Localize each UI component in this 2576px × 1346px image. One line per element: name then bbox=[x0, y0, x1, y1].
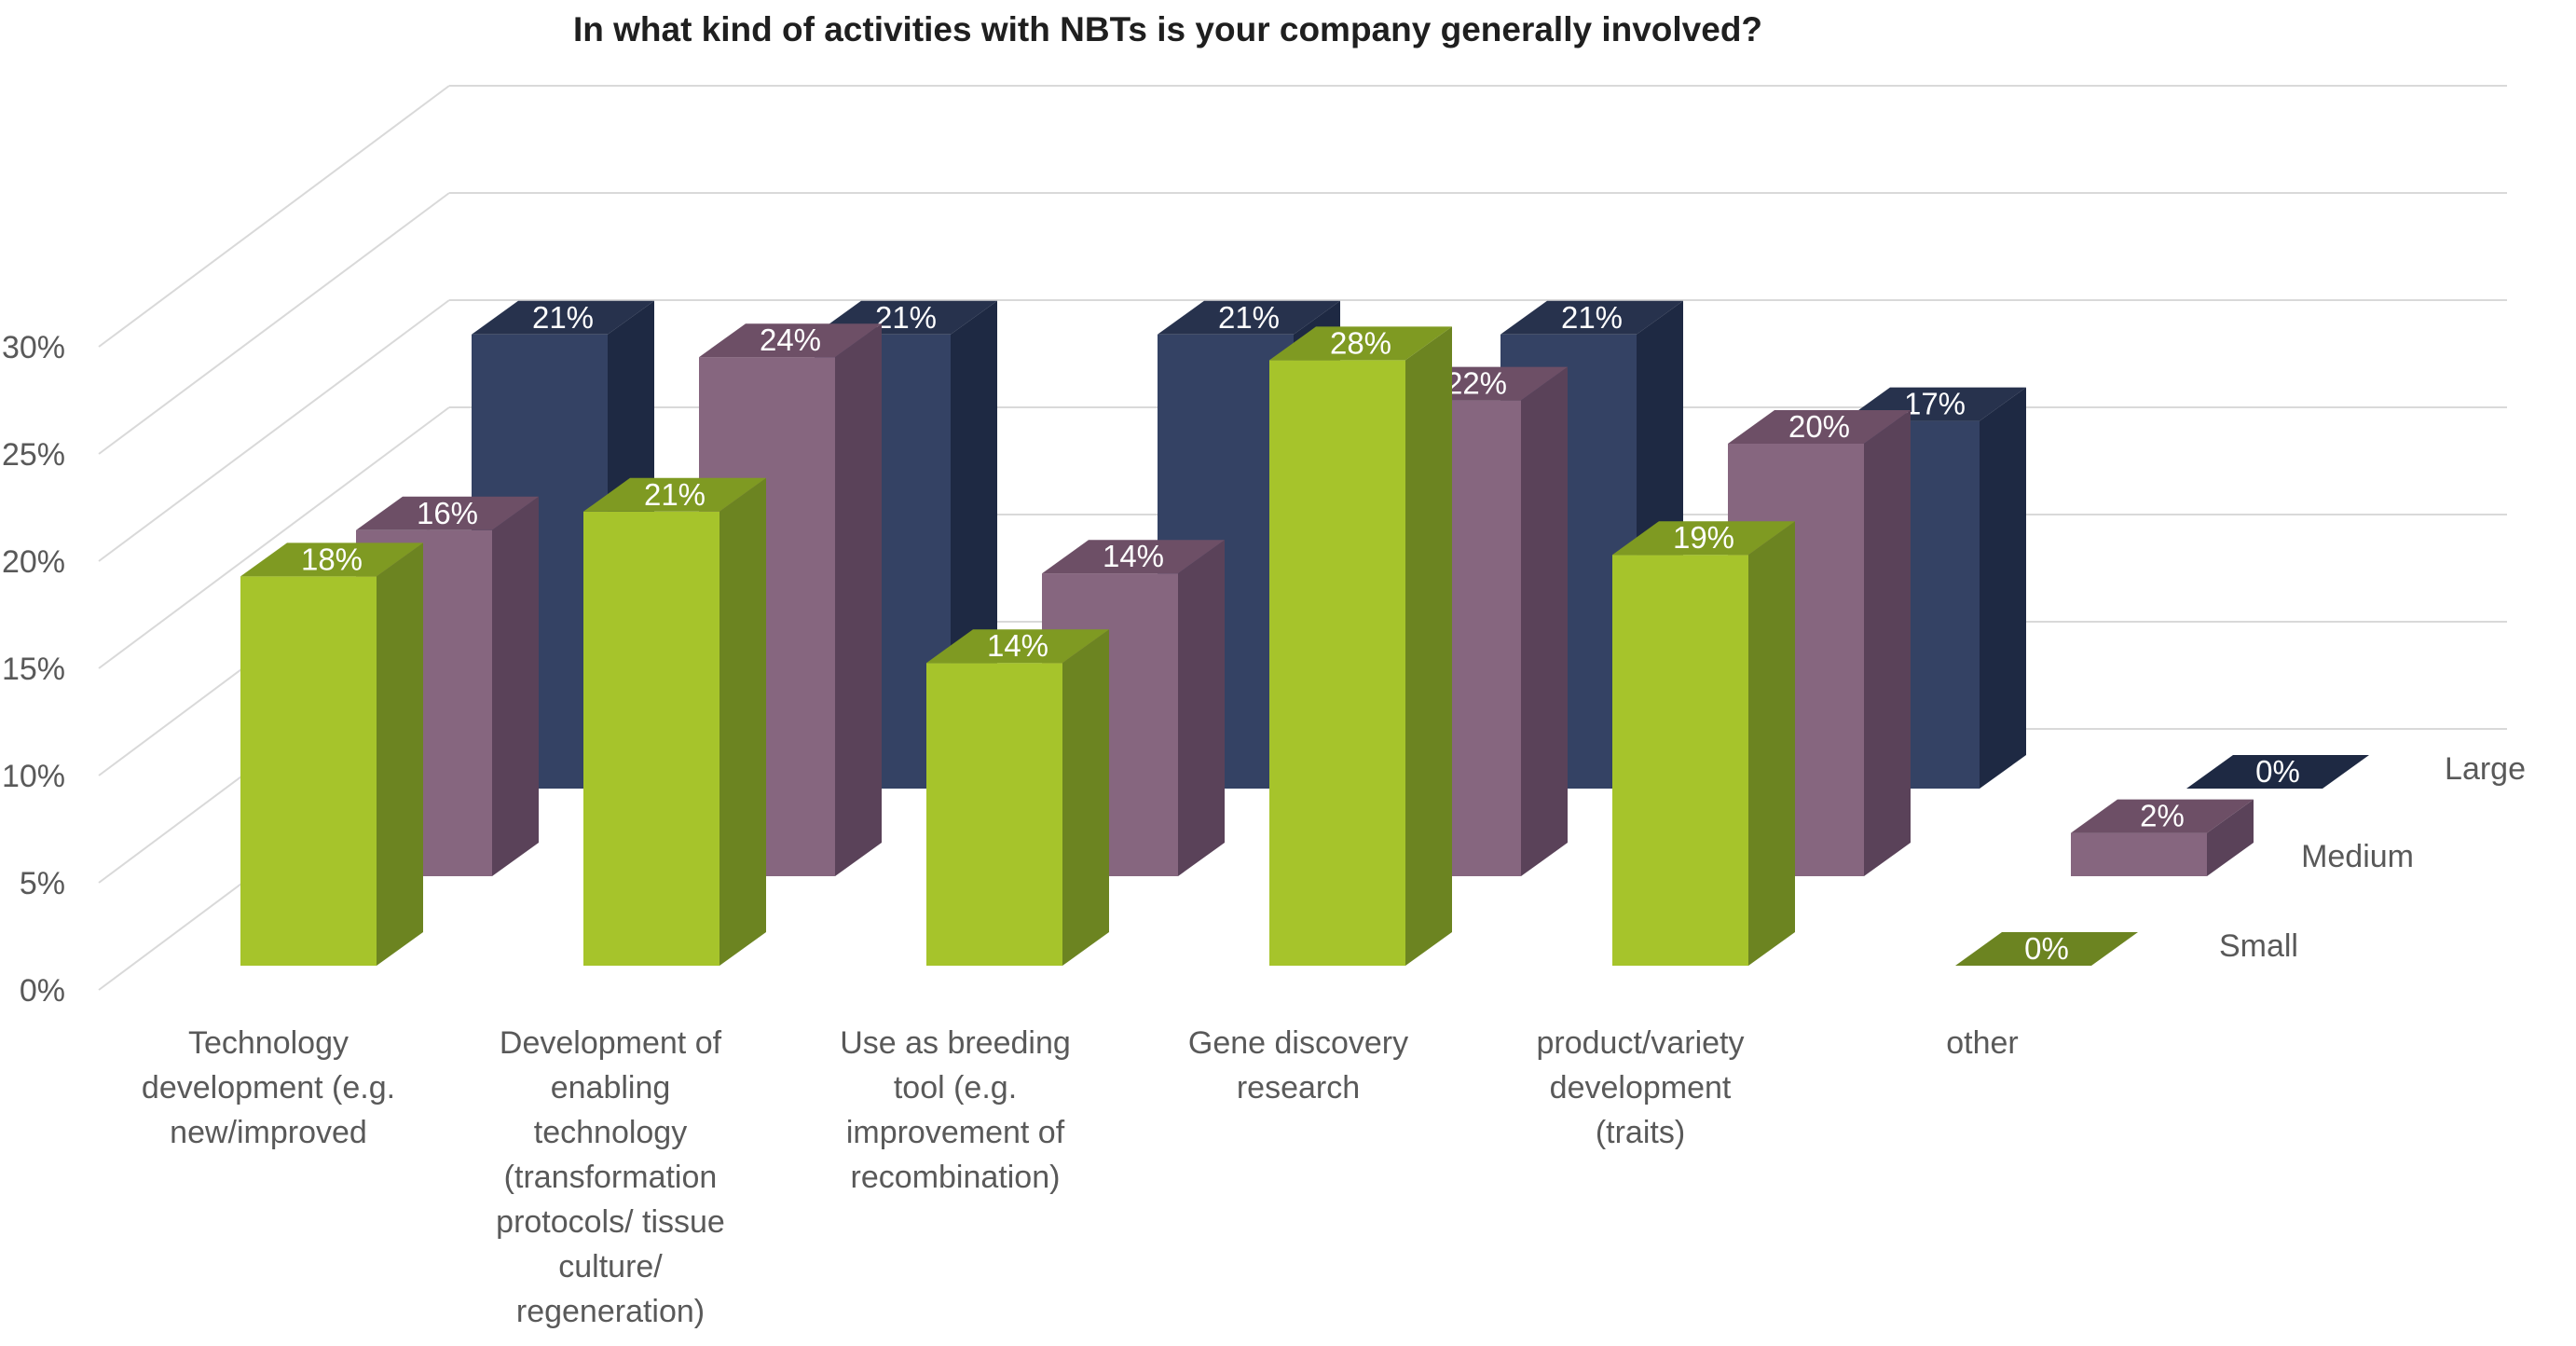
bar-side-face bbox=[1748, 521, 1795, 966]
bar-top-face bbox=[240, 543, 423, 577]
bars-layer: 21% 21% 21% 21% 17% 0% 16% 24% 14% 22% 20% 2% 18% 21%… bbox=[240, 300, 2369, 966]
bar-top-face bbox=[926, 629, 1109, 664]
bar-small: 28% bbox=[1269, 325, 1452, 966]
y-tick-label: 25% bbox=[2, 437, 65, 473]
bar-side-face bbox=[1178, 540, 1225, 876]
bar-medium: 2% bbox=[2071, 799, 2254, 876]
series-small: 18% 21% 14% 28% 19% 0% bbox=[240, 325, 2138, 966]
data-label: 21% bbox=[1218, 300, 1280, 335]
data-label: 17% bbox=[1904, 387, 1966, 421]
category-label: Use as breeding tool (e.g. improvement of r… bbox=[840, 1025, 1071, 1195]
data-label: 21% bbox=[875, 300, 937, 335]
bar-side-face bbox=[1405, 326, 1452, 966]
gridline-side bbox=[98, 192, 450, 455]
category-labels: Technology development (e.g. new/improved D… bbox=[142, 1025, 2019, 1329]
data-label: 21% bbox=[644, 477, 706, 512]
bar-medium: 20% bbox=[1728, 409, 1911, 876]
bar-front-face bbox=[926, 663, 1062, 966]
category-label: Technology development (e.g. new/improved bbox=[142, 1025, 395, 1150]
bar-side-face bbox=[2207, 799, 2254, 876]
bar-front-face bbox=[2071, 832, 2207, 876]
series-label-medium: Medium bbox=[2301, 839, 2414, 874]
bar-small: 18% bbox=[240, 542, 423, 966]
y-tick-label: 30% bbox=[2, 330, 65, 365]
y-tick-label: 0% bbox=[20, 973, 65, 1009]
bar-small: 21% bbox=[583, 477, 766, 966]
bar-top-face bbox=[2186, 755, 2369, 789]
series-labels: Large Medium Small bbox=[2219, 751, 2526, 964]
data-label: 28% bbox=[1330, 325, 1391, 360]
bar-front-face bbox=[1269, 360, 1405, 966]
series-label-small: Small bbox=[2219, 928, 2298, 964]
gridline-side bbox=[98, 299, 450, 562]
data-label: 22% bbox=[1446, 366, 1507, 401]
category-label: Development of enabling technology (transfo… bbox=[496, 1025, 725, 1329]
bar-medium: 16% bbox=[356, 496, 539, 876]
bar-top-face bbox=[1955, 932, 2138, 966]
bar-top-face bbox=[1728, 410, 1911, 444]
y-tick-label: 15% bbox=[2, 652, 65, 687]
data-label: 0% bbox=[2255, 754, 2300, 789]
y-axis-ticks: 0% 5% 10% 15% 20% 25% 30% bbox=[2, 330, 65, 1009]
bar-top-face bbox=[1269, 326, 1452, 361]
bar-top-face bbox=[356, 496, 539, 530]
data-label: 18% bbox=[301, 542, 363, 576]
bar-side-face bbox=[719, 477, 766, 966]
data-label: 21% bbox=[1561, 300, 1623, 335]
bar-top-face bbox=[1042, 540, 1225, 574]
bar-top-face bbox=[472, 300, 654, 335]
data-label: 14% bbox=[1103, 539, 1164, 573]
data-label: 2% bbox=[2140, 799, 2185, 833]
bar-small: 0% bbox=[1955, 931, 2138, 966]
chart-title: In what kind of activities with NBTs is … bbox=[573, 10, 1762, 48]
bar-top-face bbox=[583, 477, 766, 512]
bar-top-face bbox=[1500, 300, 1683, 335]
y-tick-label: 5% bbox=[20, 866, 65, 901]
gridline-side bbox=[98, 85, 450, 348]
data-label: 16% bbox=[417, 496, 478, 530]
bar-front-face bbox=[1612, 555, 1748, 966]
y-tick-label: 20% bbox=[2, 544, 65, 580]
category-label: product/variety development (traits) bbox=[1537, 1025, 1745, 1150]
bar-top-face bbox=[1612, 521, 1795, 556]
series-label-large: Large bbox=[2445, 751, 2526, 787]
data-label: 20% bbox=[1788, 409, 1850, 444]
bar-small: 14% bbox=[926, 628, 1109, 966]
y-tick-label: 10% bbox=[2, 759, 65, 794]
bar-side-face bbox=[1062, 629, 1109, 966]
bar-side-face bbox=[1864, 410, 1911, 876]
bar-side-face bbox=[492, 496, 539, 876]
data-label: 0% bbox=[2024, 931, 2069, 966]
bar-front-face bbox=[240, 576, 377, 966]
gridline-side bbox=[98, 406, 450, 669]
category-label: Gene discovery research bbox=[1188, 1025, 1408, 1106]
bar-top-face bbox=[2071, 799, 2254, 833]
data-label: 24% bbox=[760, 323, 821, 357]
bar-large: 0% bbox=[2186, 754, 2369, 789]
bar-side-face bbox=[835, 323, 882, 876]
bar-side-face bbox=[1980, 387, 2026, 789]
bar-front-face bbox=[583, 511, 719, 966]
data-label: 19% bbox=[1673, 520, 1734, 555]
bar-top-face bbox=[699, 323, 882, 358]
bar-side-face bbox=[1521, 366, 1568, 877]
bar-small: 19% bbox=[1612, 520, 1795, 966]
data-label: 21% bbox=[532, 300, 594, 335]
bar-top-face bbox=[1158, 300, 1340, 335]
data-label: 14% bbox=[987, 628, 1048, 663]
category-label: other bbox=[1946, 1025, 2019, 1061]
bar-side-face bbox=[377, 543, 423, 966]
